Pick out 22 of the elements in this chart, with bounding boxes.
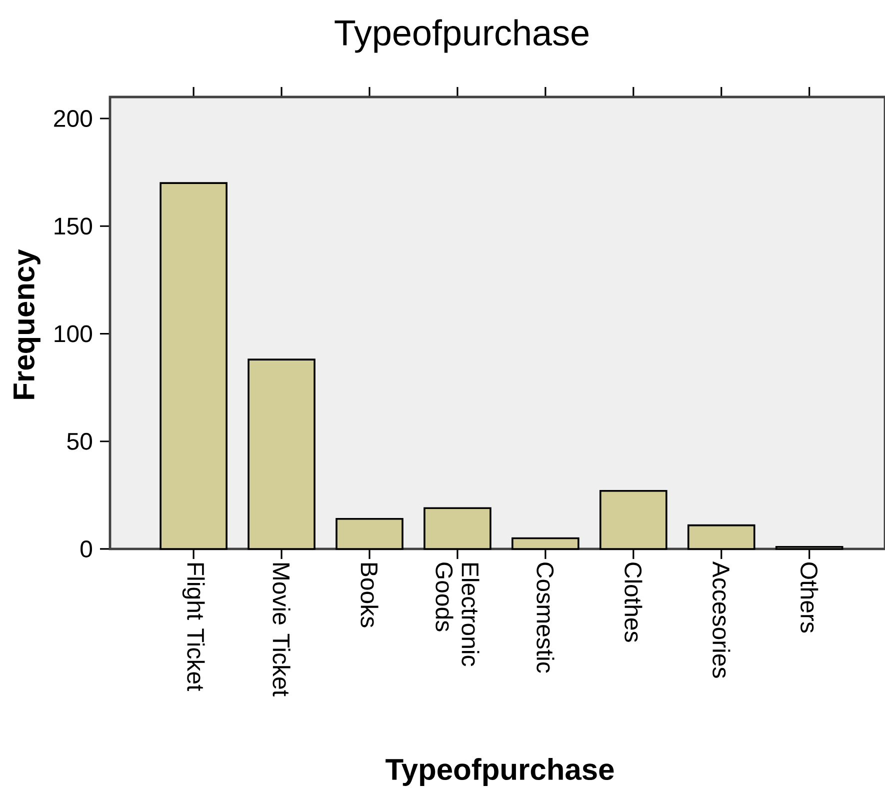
x-axis-title: Typeofpurchase bbox=[386, 758, 614, 786]
x-tick-label: Accesories bbox=[712, 561, 730, 678]
bar bbox=[248, 358, 316, 550]
chart-title: Typeofpurchase bbox=[334, 19, 588, 53]
x-tick-label: Flight Ticket bbox=[182, 563, 205, 692]
x-tick-label: Books bbox=[360, 563, 378, 628]
y-tick-label: 200 bbox=[54, 110, 92, 127]
bar bbox=[512, 537, 580, 550]
y-tick-label: 150 bbox=[54, 218, 92, 235]
bar bbox=[336, 518, 404, 550]
y-tick-label: 100 bbox=[54, 325, 92, 342]
x-tick-label: Clothes bbox=[624, 562, 642, 642]
y-tick-label: 0 bbox=[80, 540, 92, 558]
x-tick-label: Electronic Goods bbox=[436, 562, 480, 666]
bar bbox=[600, 490, 668, 550]
y-axis-title: Frequency bbox=[14, 249, 40, 399]
x-tick-label: Cosmestic bbox=[536, 562, 554, 673]
x-tick-label: Movie Ticket bbox=[272, 563, 290, 696]
bar bbox=[687, 524, 756, 550]
y-tick-label: 50 bbox=[67, 432, 92, 450]
bar bbox=[424, 507, 492, 550]
x-tick-label: Others bbox=[800, 562, 818, 633]
